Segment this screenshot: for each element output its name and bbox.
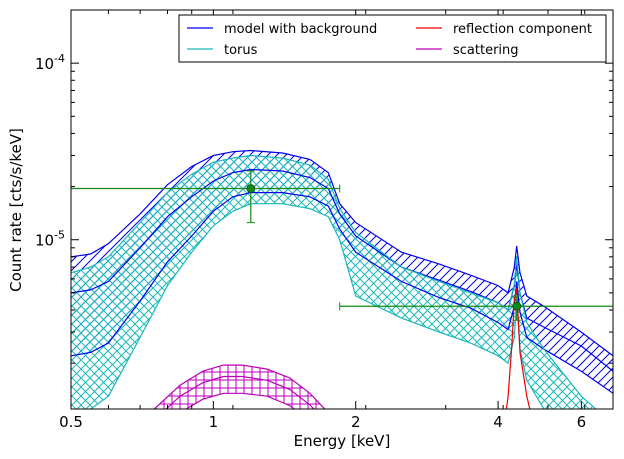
legend-frame xyxy=(178,14,607,63)
legend-label: reflection component xyxy=(453,22,592,37)
legend-item-torus: torus xyxy=(187,43,258,58)
x-tick-label: 2 xyxy=(351,413,361,431)
data-point-1 xyxy=(71,170,341,224)
torus-upper-line xyxy=(71,154,597,409)
legend: model with background reflection componen… xyxy=(178,14,607,63)
legend-label: scattering xyxy=(453,43,519,58)
scattering-band xyxy=(154,365,325,409)
legend-label: torus xyxy=(224,43,258,58)
x-tick-label: 6 xyxy=(577,413,587,431)
scattering-upper-line xyxy=(153,364,326,409)
x-axis-label: Energy [keV] xyxy=(294,432,391,450)
data-point-2 xyxy=(339,295,613,321)
scattering-lower-line xyxy=(184,392,296,409)
y-axis: 10-5 10-4 xyxy=(35,9,613,364)
legend-item-scattering: scattering xyxy=(416,43,519,58)
x-tick-label: 0.5 xyxy=(59,413,83,431)
legend-item-reflection-component: reflection component xyxy=(416,22,592,37)
y-axis-label: Count rate [cts/s/keV] xyxy=(7,128,25,292)
plot-area xyxy=(71,149,613,409)
scattering-median-line xyxy=(165,375,315,409)
x-tick-label: 4 xyxy=(493,413,503,431)
uncertainty-bands xyxy=(71,150,613,409)
y-tick-label: 10-5 xyxy=(35,229,65,250)
torus-band xyxy=(71,155,596,409)
x-tick-label: 1 xyxy=(209,413,219,431)
y-tick-label: 10-4 xyxy=(35,52,65,73)
data-point-marker xyxy=(246,184,256,193)
data-points xyxy=(71,170,613,321)
legend-label: model with background xyxy=(224,22,377,37)
reflection-component-line xyxy=(505,288,531,409)
x-axis: 0.5 1 2 4 6 xyxy=(59,10,586,431)
model-with-background-upper-line xyxy=(71,149,613,357)
plot-frame xyxy=(70,9,614,410)
legend-item-model-with-background: model with background xyxy=(187,22,377,37)
data-point-marker xyxy=(512,301,522,311)
